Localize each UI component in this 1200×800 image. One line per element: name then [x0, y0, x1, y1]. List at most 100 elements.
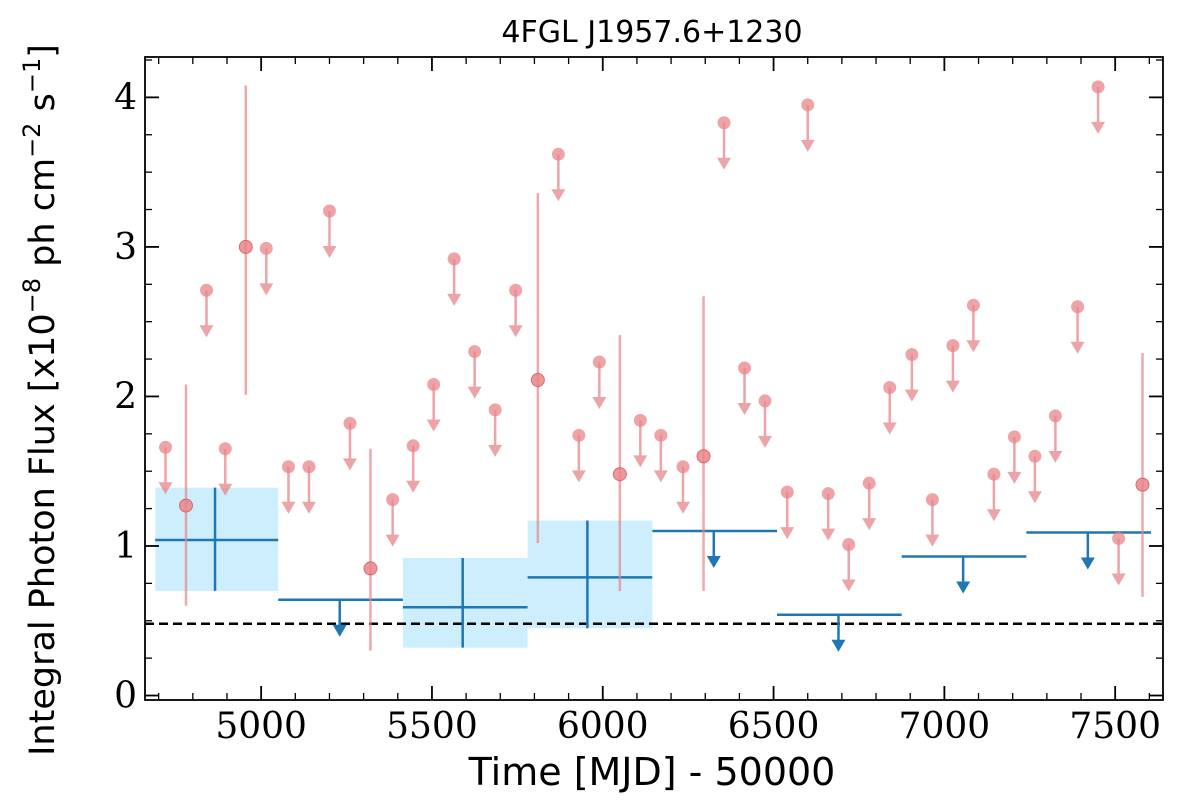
ul-arrow-head [1048, 450, 1063, 463]
short-bin-ul-point [406, 439, 420, 453]
y-tick-label: 0 [114, 676, 137, 717]
short-bin-ul-point [218, 442, 232, 456]
long-bin-ul-arrow [332, 599, 347, 637]
short-bin-ul-point [925, 493, 939, 507]
short-bin-point [238, 239, 253, 254]
plot-frame [144, 56, 1164, 701]
ul-arrow-head [966, 340, 981, 353]
short-bin-ul-arrow [199, 290, 214, 338]
ul-arrow-head [551, 189, 566, 202]
short-bin-point [363, 561, 378, 576]
ul-arrow-head [945, 380, 960, 393]
ul-arrow-head [800, 139, 815, 152]
short-bin-ul-arrow [633, 420, 648, 468]
short-bin-ul-point [551, 147, 565, 161]
ul-arrow-head [831, 639, 846, 652]
ul-arrow-head [332, 624, 347, 637]
ul-arrow-head [1111, 573, 1126, 586]
short-bin-ul-arrow [447, 258, 462, 306]
ul-arrow-head [1070, 341, 1085, 354]
ul-arrow-head [737, 403, 752, 416]
ul-arrow-head [406, 480, 421, 493]
ul-arrow-head [706, 556, 721, 569]
short-bin-ul-point [654, 428, 668, 442]
short-bin-ul-arrow [676, 466, 691, 514]
ul-arrow-head [342, 458, 357, 471]
plot-area [145, 80, 1163, 652]
ul-arrow-head [199, 325, 214, 338]
ul-arrow-head [259, 283, 274, 296]
ul-arrow-head [676, 501, 691, 514]
short-bin-ul-point [801, 98, 815, 112]
short-bin-ul-arrow [862, 483, 877, 531]
x-tick-label: 5000 [215, 706, 307, 747]
ul-arrow-head [1091, 121, 1106, 134]
ul-arrow-head [956, 581, 971, 594]
x-tick-label: 7000 [899, 706, 991, 747]
short-bin-ul-point [905, 348, 919, 362]
short-bin-ul-arrow [1048, 415, 1063, 463]
short-bin-ul-arrow [758, 400, 773, 448]
short-bin-ul-point [281, 460, 295, 474]
ul-arrow-head [904, 389, 919, 402]
short-bin-ul-point [1071, 300, 1085, 314]
short-bin-ul-arrow [592, 362, 607, 410]
ul-arrow-head [862, 518, 877, 531]
chart-title: 4FGL J1957.6+1230 [501, 15, 802, 50]
y-tick-label: 1 [114, 526, 137, 567]
short-bin-ul-arrow [342, 423, 357, 471]
short-bin-ul-arrow [966, 305, 981, 353]
short-bin-point [1135, 477, 1150, 492]
short-bin-ul-arrow [945, 345, 960, 393]
short-bin-ul-point [259, 241, 273, 255]
short-bin-ul-arrow [1070, 306, 1085, 354]
short-bin-ul-arrow [1111, 538, 1126, 586]
ul-arrow-head [986, 509, 1001, 522]
ul-arrow-head [653, 470, 668, 483]
y-tick-label: 3 [114, 227, 137, 268]
ul-arrow-head [717, 157, 732, 170]
short-bin-ul-point [717, 116, 731, 130]
short-bin-ul-point [302, 460, 316, 474]
short-bin-ul-arrow [467, 351, 482, 399]
short-bin-ul-arrow [780, 492, 795, 540]
long-bin-error-box [527, 520, 653, 629]
short-bin-ul-point [676, 460, 690, 474]
short-bin-ul-arrow [571, 435, 586, 483]
short-bin-point [612, 467, 627, 482]
short-bin-ul-arrow [488, 409, 503, 457]
short-bin-ul-arrow [551, 154, 566, 202]
short-bin-ul-point [509, 283, 523, 297]
short-bin-ul-arrow [882, 387, 897, 435]
short-bin-ul-point [447, 252, 461, 266]
short-bin-ul-point [883, 380, 897, 394]
ul-arrow-head [571, 470, 586, 483]
ul-arrow-head [488, 444, 503, 457]
short-bin-ul-arrow [737, 368, 752, 416]
short-bin-ul-point [427, 377, 441, 391]
ul-arrow-head [1027, 491, 1042, 504]
ul-arrow-head [821, 528, 836, 541]
short-bin-ul-arrow [508, 290, 523, 338]
ul-arrow-head [780, 527, 795, 540]
short-bin-ul-point [592, 355, 606, 369]
long-bin-error-box [402, 557, 528, 648]
short-bin-ul-arrow [1027, 456, 1042, 504]
short-bin-ul-point [1028, 449, 1042, 463]
short-bin-ul-arrow [1091, 86, 1106, 134]
short-bin-ul-point [780, 485, 794, 499]
short-bin-ul-point [842, 537, 856, 551]
ul-arrow-head [467, 386, 482, 399]
x-tick-label: 6000 [557, 706, 649, 747]
y-tick-label: 2 [114, 376, 137, 417]
short-bin-ul-point [946, 339, 960, 353]
short-bin-ul-arrow [426, 384, 441, 432]
short-bin-ul-arrow [1007, 436, 1022, 484]
short-bin-ul-point [386, 493, 400, 507]
short-bin-ul-point [862, 476, 876, 490]
short-bin-ul-point [343, 416, 357, 430]
short-bin-ul-point [821, 487, 835, 501]
short-bin-ul-point [199, 283, 213, 297]
ul-arrow-head [508, 325, 523, 338]
